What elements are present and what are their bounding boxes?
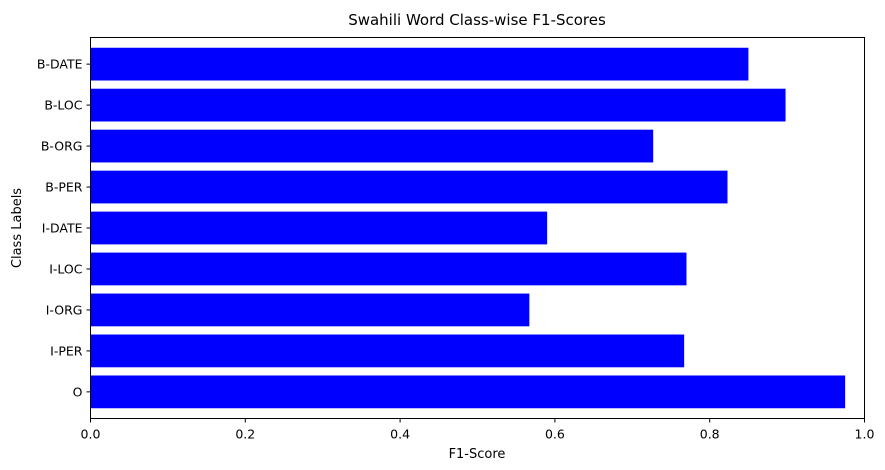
- bar-b-loc: [90, 88, 786, 122]
- bar-i-org: [90, 293, 530, 327]
- bar-b-per: [90, 170, 728, 204]
- y-tick-label: O: [73, 384, 83, 399]
- y-ticks-group: O I-PER I-ORG I-LOC I-DATE B-PER B-ORG B-LOC B-D…: [37, 57, 91, 399]
- bar-b-org: [90, 129, 654, 163]
- x-axis-label: F1-Score: [449, 447, 506, 462]
- x-tick-label: 0.4: [390, 427, 410, 442]
- y-tick-label: I-DATE: [42, 221, 83, 236]
- y-tick-label: I-LOC: [49, 261, 83, 276]
- bars-group: [90, 47, 846, 409]
- y-tick-label: B-LOC: [44, 98, 82, 113]
- y-tick-label: B-DATE: [37, 57, 83, 72]
- y-tick-label: B-PER: [45, 180, 83, 195]
- y-axis-label: Class Labels: [10, 188, 25, 268]
- y-tick-label: I-ORG: [46, 302, 83, 317]
- bar-i-loc: [90, 252, 687, 286]
- bar-i-date: [90, 211, 548, 245]
- bar-b-date: [90, 47, 749, 81]
- x-tick-label: 0.0: [81, 427, 101, 442]
- x-tick-label: 0.2: [235, 427, 255, 442]
- x-tick-label: 1.0: [855, 427, 875, 442]
- x-ticks-group: 0.0 0.2 0.4 0.6 0.8 1.0: [81, 418, 875, 442]
- y-tick-label: I-PER: [50, 343, 83, 358]
- y-tick-label: B-ORG: [41, 139, 83, 154]
- bar-i-per: [90, 334, 685, 368]
- bar-o: [90, 375, 846, 409]
- plot-frame: [90, 37, 865, 419]
- x-tick-label: 0.6: [545, 427, 565, 442]
- x-tick-label: 0.8: [700, 427, 720, 442]
- chart-title: Swahili Word Class-wise F1-Scores: [348, 11, 606, 29]
